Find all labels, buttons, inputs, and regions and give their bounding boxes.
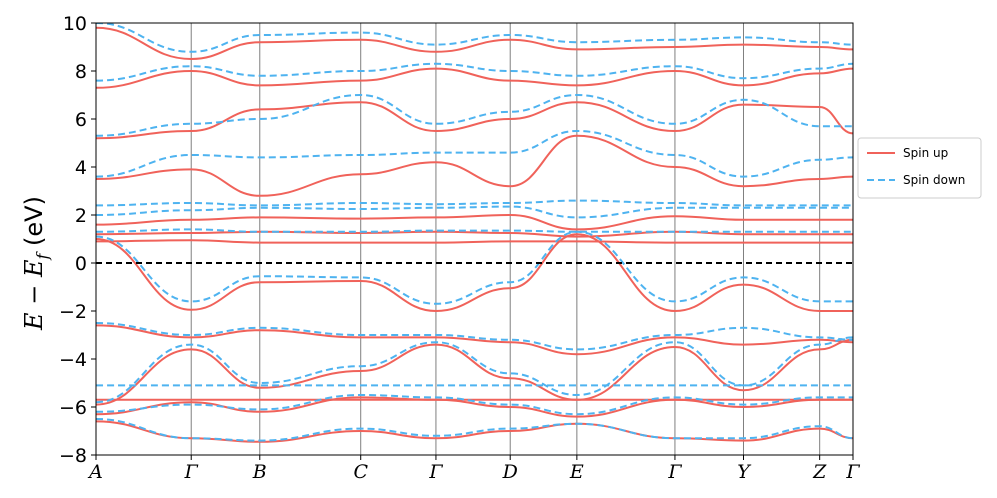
x-tick-label: Z bbox=[812, 461, 827, 483]
x-tick-label: C bbox=[353, 461, 368, 483]
spin-down-band bbox=[96, 322, 853, 351]
x-tick-label: B bbox=[252, 461, 267, 483]
spin-down-band bbox=[96, 62, 853, 82]
x-tick-label: Y bbox=[737, 461, 752, 483]
spin-up-band bbox=[96, 233, 853, 313]
y-axis-label-unit: (eV) bbox=[20, 196, 48, 254]
y-axis-label-main: E − E bbox=[20, 259, 48, 331]
spin-down-band bbox=[96, 228, 853, 233]
spin-up-band bbox=[96, 213, 853, 231]
legend: Spin up Spin down bbox=[857, 137, 982, 199]
spin-up-band bbox=[96, 134, 853, 197]
legend-spin-down-label: Spin down bbox=[903, 173, 965, 187]
plot-frame bbox=[95, 22, 854, 456]
spin-down-band bbox=[96, 393, 853, 416]
x-tick-label: D bbox=[502, 461, 518, 483]
x-tick-label: Γ bbox=[184, 461, 199, 483]
y-tick-label: 8 bbox=[75, 61, 87, 83]
y-tick-label: 2 bbox=[75, 205, 87, 227]
spin-down-band bbox=[96, 336, 853, 404]
spin-up-band bbox=[96, 230, 853, 238]
x-tick-label: Γ bbox=[845, 461, 860, 483]
y-axis-label-sub: f bbox=[33, 251, 52, 261]
y-tick-label: 4 bbox=[75, 157, 87, 179]
spin-down-band bbox=[96, 129, 853, 178]
x-tick-label: A bbox=[87, 461, 103, 483]
x-tick-label: E bbox=[569, 461, 584, 483]
y-tick-label: 6 bbox=[75, 109, 87, 131]
x-tick-label: Γ bbox=[428, 461, 443, 483]
spin-up-band bbox=[96, 101, 853, 140]
spin-up-band bbox=[96, 338, 853, 406]
spin-down-band bbox=[96, 199, 853, 207]
spin-up-band bbox=[96, 324, 853, 356]
spin-down-band bbox=[96, 23, 853, 53]
spin-down-band bbox=[96, 93, 853, 137]
spin-up-band bbox=[96, 26, 853, 61]
y-tick-label: 10 bbox=[63, 13, 87, 35]
band-lines bbox=[96, 23, 853, 443]
y-tick-label: 0 bbox=[75, 253, 87, 275]
spin-down-band bbox=[96, 418, 853, 442]
spin-down-band bbox=[96, 230, 853, 305]
y-axis-ticks: −8 −6 −4 −2 0 2 4 6 8 10 bbox=[59, 13, 96, 467]
y-tick-label: −2 bbox=[59, 301, 87, 323]
y-tick-label: −8 bbox=[59, 445, 87, 467]
y-tick-label: −4 bbox=[59, 349, 87, 371]
x-tick-label: Γ bbox=[667, 461, 682, 483]
y-axis-label: E − Ef (eV) bbox=[20, 196, 52, 331]
y-tick-label: −6 bbox=[59, 397, 87, 419]
spin-up-band bbox=[96, 239, 853, 244]
spin-up-band bbox=[96, 67, 853, 89]
legend-spin-up-label: Spin up bbox=[903, 146, 948, 160]
